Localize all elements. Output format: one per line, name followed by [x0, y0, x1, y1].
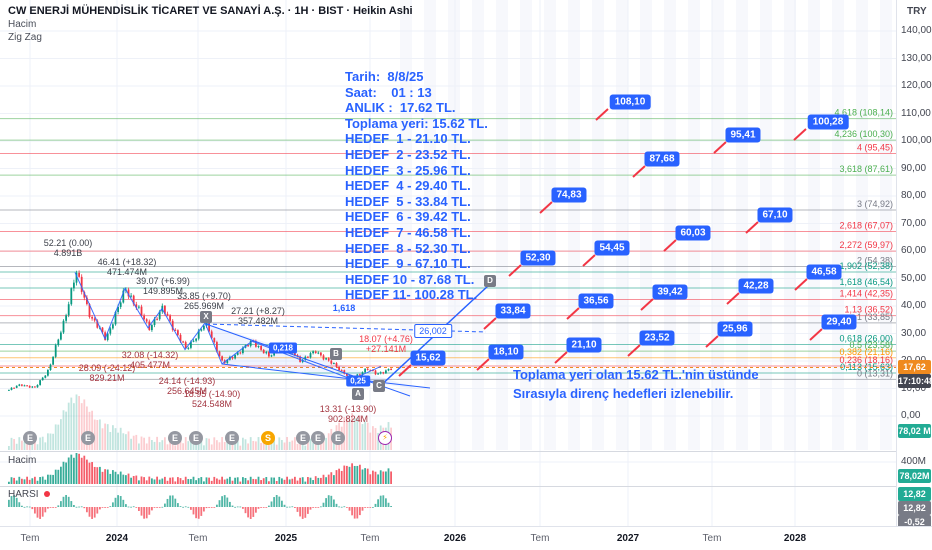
fib-level-label: 1,618 (46,54) — [839, 277, 893, 287]
harsi-panel-title: HARSI — [8, 489, 39, 500]
countdown-badge: 17:10:48 — [898, 373, 932, 388]
analysis-text-line: HEDEF 1 - 21.10 TL. — [345, 131, 471, 147]
indicator-zigzag[interactable]: Zig Zag — [8, 32, 42, 43]
indicator-volume[interactable]: Hacim — [8, 19, 37, 30]
analysis-text-line: HEDEF 7 - 46.58 TL. — [345, 224, 471, 240]
analysis-text-line: HEDEF 11- 100.28 TL. — [345, 287, 478, 303]
price-tick: 140,00 — [901, 25, 932, 36]
fib-level-label: 0,5 (23,58) — [849, 340, 893, 350]
time-label: Tem — [360, 533, 380, 544]
time-label: 2026 — [443, 533, 467, 544]
fib-level-label: 0,236 (18,16) — [839, 355, 893, 365]
resistance-note[interactable]: Toplama yeri olan 15.62 TL.'nin üstünde … — [513, 365, 759, 403]
symbol-title[interactable]: CW ENERJİ MÜHENDİSLİK TİCARET VE SANAYİ … — [8, 5, 413, 17]
analysis-text-line: HEDEF 9 - 67.10 TL. — [345, 256, 471, 272]
price-tick: 70,00 — [901, 217, 927, 229]
time-label: Tem — [530, 533, 550, 544]
volume-axis-value: 400M — [901, 456, 927, 467]
fib-level-label: 1 (33,85) — [857, 312, 893, 322]
analysis-text-line: ANLIK : 17.62 TL. — [345, 100, 456, 116]
fib-level-label: 3 (74,92) — [857, 199, 893, 209]
analysis-text-line: Saat: 01 : 13 — [345, 84, 432, 100]
analysis-text-line: HEDEF 4 - 29.40 TL. — [345, 178, 471, 194]
volume-panel-badge: 78,02M — [898, 469, 931, 483]
analysis-text-line: HEDEF 6 - 39.42 TL. — [345, 209, 471, 225]
fib-level-label: 1,414 (42,35) — [839, 289, 893, 299]
price-tick: 60,00 — [901, 245, 927, 256]
analysis-text-line: HEDEF 2 - 23.52 TL. — [345, 146, 471, 162]
fib-level-label: 1,902 (52,38) — [839, 261, 893, 271]
resistance-note-line2: Sırasıyla direnç hedefleri izlenebilir. — [513, 386, 734, 401]
price-tick: 40,00 — [901, 300, 927, 311]
price-tick: 10,00 — [901, 382, 927, 394]
harsi-value-dot — [43, 491, 50, 498]
analysis-text-line: HEDEF 8 - 52.30 TL. — [345, 240, 471, 256]
resistance-note-line1: Toplama yeri olan 15.62 TL.'nin üstünde — [513, 367, 759, 382]
harsi-panel-label[interactable]: HARSI — [8, 489, 50, 500]
analysis-text-line: Tarih: 8/8/25 — [345, 69, 424, 84]
time-label: 2024 — [105, 533, 129, 544]
fib-level-label: 2,618 (67,07) — [839, 221, 893, 231]
price-axis[interactable]: TRY 140,00 130,00 120,00 110,00 100,00 90,00 8… — [896, 0, 932, 529]
last-price-badge: 17,62 — [898, 359, 931, 374]
analysis-text-line: HEDEF 3 - 25.96 TL. — [345, 162, 471, 178]
fib-level-label: 4,236 (100,30) — [834, 129, 893, 139]
time-label: Tem — [188, 533, 208, 544]
time-label: Tem — [702, 533, 722, 544]
price-tick: 0,00 — [901, 410, 921, 421]
price-tick: 30,00 — [901, 327, 927, 339]
chart-legend: CW ENERJİ MÜHENDİSLİK TİCARET VE SANAYİ … — [8, 5, 413, 43]
analysis-text-line: HEDEF 5 - 33.84 TL. — [345, 193, 471, 209]
currency-label: TRY — [907, 6, 927, 17]
fib-level-label: 1,13 (36,52) — [844, 305, 893, 315]
volume-panel-label[interactable]: Hacim — [8, 455, 37, 466]
fib-level-label: 3,618 (87,61) — [839, 164, 893, 174]
price-tick: 100,00 — [901, 135, 932, 146]
time-label: 2025 — [274, 533, 298, 544]
fib-level-label: 0,113 (15,63) — [840, 362, 893, 372]
time-label: Tem — [20, 533, 40, 544]
fib-level-label: 0,618 (26,00) — [839, 334, 893, 344]
harsi-badge-1: 12,82 — [898, 487, 931, 501]
fib-level-label: 0 (13,31) — [857, 368, 893, 378]
price-tick: 120,00 — [901, 80, 932, 91]
fib-level-label: 4 (95,45) — [857, 143, 893, 153]
analysis-text-note[interactable]: Tarih: 8/8/25 Saat: 01 : 13 ANLIK : 17.62 … — [345, 69, 488, 303]
price-tick: 130,00 — [901, 52, 932, 64]
volume-last-badge: 78,02 M — [898, 424, 931, 438]
analysis-text-line: HEDEF 10 - 87.68 TL. — [345, 271, 475, 287]
harsi-badge-3: -0,52 — [898, 515, 931, 529]
fib-level-label: 4,618 (108,14) — [834, 108, 893, 118]
harsi-badge-2: 12,82 — [898, 501, 931, 515]
time-label: 2027 — [616, 533, 640, 544]
fib-level-label: 0,382 (21,16) — [839, 347, 893, 357]
fib-level-label: 2 (54,38) — [857, 255, 893, 265]
price-tick: 90,00 — [901, 162, 927, 174]
price-tick: 110,00 — [901, 107, 931, 119]
fib-level-label: 2,272 (59,97) — [839, 240, 893, 250]
analysis-text-line: Toplama yeri: 15.62 TL. — [345, 115, 488, 131]
price-tick: 80,00 — [901, 190, 927, 201]
price-tick: 50,00 — [901, 272, 927, 284]
time-label: 2028 — [783, 533, 807, 544]
time-axis[interactable]: Tem 2024 Tem 2025 Tem 2026 Tem 2027 Tem 2028 — [0, 526, 932, 550]
